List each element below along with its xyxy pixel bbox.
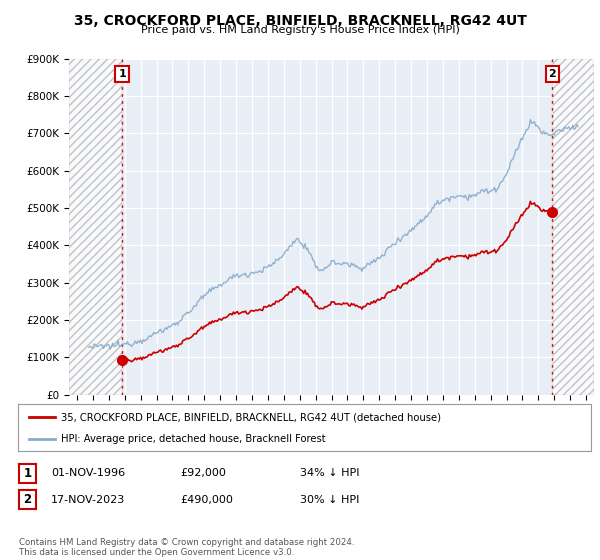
Bar [69,59,122,395]
Text: HPI: Average price, detached house, Bracknell Forest: HPI: Average price, detached house, Brac… [61,434,326,444]
Text: 01-NOV-1996: 01-NOV-1996 [51,468,125,478]
Text: £490,000: £490,000 [180,494,233,505]
Text: Contains HM Land Registry data © Crown copyright and database right 2024.
This d: Contains HM Land Registry data © Crown c… [19,538,355,557]
Text: 2: 2 [23,493,32,506]
Text: 1: 1 [23,466,32,480]
Text: 34% ↓ HPI: 34% ↓ HPI [300,468,359,478]
Text: 35, CROCKFORD PLACE, BINFIELD, BRACKNELL, RG42 4UT: 35, CROCKFORD PLACE, BINFIELD, BRACKNELL… [74,14,526,28]
Text: 17-NOV-2023: 17-NOV-2023 [51,494,125,505]
Text: Price paid vs. HM Land Registry's House Price Index (HPI): Price paid vs. HM Land Registry's House … [140,25,460,35]
Text: £92,000: £92,000 [180,468,226,478]
Text: 1: 1 [118,69,126,79]
Text: 35, CROCKFORD PLACE, BINFIELD, BRACKNELL, RG42 4UT (detached house): 35, CROCKFORD PLACE, BINFIELD, BRACKNELL… [61,412,441,422]
Text: 2: 2 [548,69,556,79]
Text: 30% ↓ HPI: 30% ↓ HPI [300,494,359,505]
Bar [553,59,594,395]
